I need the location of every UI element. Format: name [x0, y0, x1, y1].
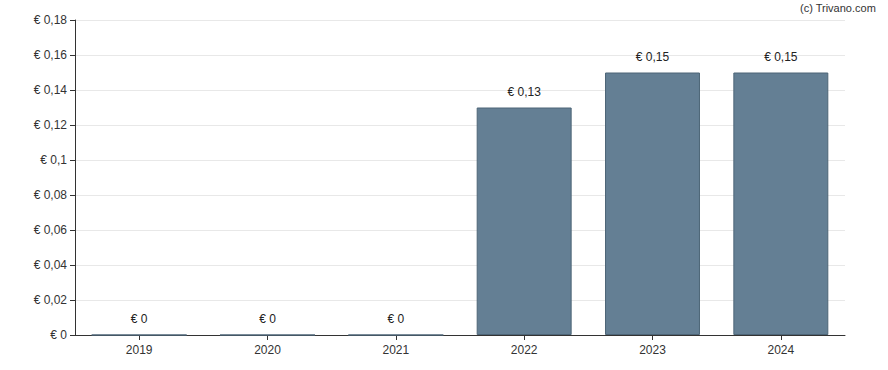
- svg-text:2020: 2020: [254, 343, 281, 357]
- svg-text:€ 0: € 0: [259, 312, 276, 326]
- svg-text:€ 0,18: € 0,18: [34, 13, 68, 27]
- svg-text:€ 0,02: € 0,02: [34, 293, 68, 307]
- svg-text:2024: 2024: [767, 343, 794, 357]
- svg-text:(c) Trivano.com: (c) Trivano.com: [800, 2, 876, 14]
- svg-text:€ 0,16: € 0,16: [34, 48, 68, 62]
- svg-text:2021: 2021: [382, 343, 409, 357]
- svg-text:€ 0,15: € 0,15: [636, 50, 670, 64]
- svg-text:€ 0: € 0: [131, 312, 148, 326]
- svg-text:€ 0: € 0: [50, 328, 67, 342]
- svg-text:€ 0,12: € 0,12: [34, 118, 68, 132]
- svg-text:€ 0,13: € 0,13: [507, 85, 541, 99]
- svg-text:€ 0: € 0: [387, 312, 404, 326]
- svg-text:€ 0,1: € 0,1: [40, 153, 67, 167]
- svg-text:€ 0,04: € 0,04: [34, 258, 68, 272]
- svg-text:€ 0,06: € 0,06: [34, 223, 68, 237]
- svg-text:€ 0,14: € 0,14: [34, 83, 68, 97]
- svg-text:€ 0,08: € 0,08: [34, 188, 68, 202]
- svg-text:2023: 2023: [639, 343, 666, 357]
- svg-text:€ 0,15: € 0,15: [764, 50, 798, 64]
- svg-text:2022: 2022: [511, 343, 538, 357]
- svg-text:2019: 2019: [126, 343, 153, 357]
